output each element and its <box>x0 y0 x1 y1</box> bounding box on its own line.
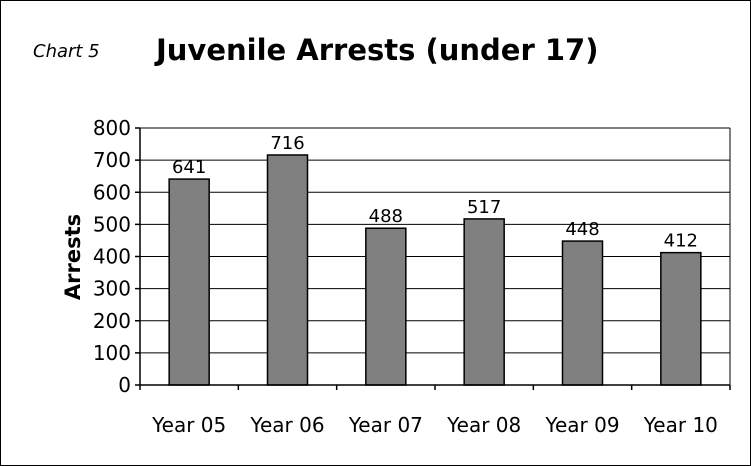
x-tick-label: Year 08 <box>446 413 521 437</box>
chart-title: Juvenile Arrests (under 17) <box>154 33 598 67</box>
y-tick-label: 600 <box>93 180 131 204</box>
y-axis-label: Arrests <box>61 214 85 300</box>
y-tick-label: 400 <box>93 245 131 269</box>
y-tick-label: 300 <box>93 277 131 301</box>
y-tick-label: 700 <box>93 148 131 172</box>
x-tick-label: Year 05 <box>151 413 226 437</box>
y-tick-label: 0 <box>118 373 131 397</box>
bar <box>660 251 702 386</box>
data-label: 412 <box>664 231 698 252</box>
data-label: 448 <box>565 219 599 240</box>
y-tick-label: 100 <box>93 341 131 365</box>
data-label: 488 <box>369 206 403 227</box>
data-label: 716 <box>270 133 304 154</box>
y-tick-label: 500 <box>93 212 131 236</box>
x-tick-label: Year 07 <box>348 413 423 437</box>
gridlines <box>140 127 731 385</box>
bar <box>561 240 604 386</box>
bar <box>365 227 407 386</box>
bar <box>168 178 210 386</box>
x-tick-label: Year 06 <box>249 413 324 437</box>
x-tick-label: Year 10 <box>643 413 718 437</box>
data-label: 641 <box>172 157 206 178</box>
bar <box>463 218 505 386</box>
y-tick-label: 800 <box>93 116 131 140</box>
axes <box>135 127 731 390</box>
data-label: 517 <box>467 197 501 218</box>
labels: 641 716 488 517 448 412 0 100 200 300 400 500 600 700… <box>93 116 718 437</box>
bar <box>266 154 309 386</box>
chart-number-label: Chart 5 <box>33 41 100 62</box>
bars <box>168 154 702 386</box>
x-tick-label: Year 09 <box>544 413 619 437</box>
y-tick-label: 200 <box>93 309 131 333</box>
